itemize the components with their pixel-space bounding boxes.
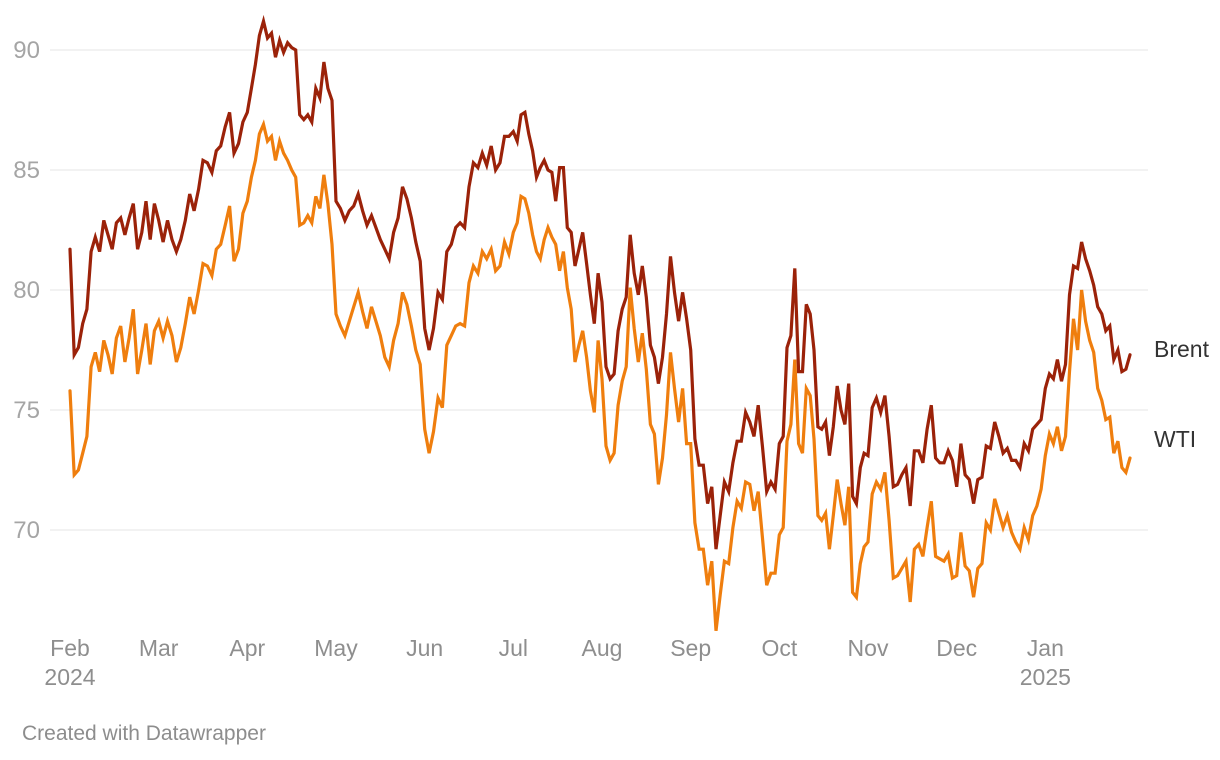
series-lines [68,14,1132,631]
y-tick-80: 80 [13,277,40,304]
y-tick-75: 75 [13,397,40,424]
x-tick-year-start: 2024 [44,664,95,690]
x-tick-dec: Dec [936,635,977,661]
y-tick-70: 70 [13,517,40,544]
chart-canvas: 90 85 80 75 70 Feb 2024 Mar Apr May Jun Jul Aug Sep Oc… [13,14,1210,690]
x-tick-jan: Jan [1027,635,1064,661]
x-tick-mar: Mar [139,635,179,661]
axis-labels: 90 85 80 75 70 Feb 2024 Mar Apr May Jun Jul Aug Sep Oc… [13,37,1071,690]
x-tick-nov: Nov [848,635,889,661]
wti-line [68,119,1132,631]
datawrapper-credit: Created with Datawrapper [22,722,266,745]
x-tick-jun: Jun [406,635,443,661]
y-tick-90: 90 [13,37,40,64]
y-tick-85: 85 [13,157,40,184]
x-tick-apr: Apr [229,635,265,661]
x-tick-aug: Aug [582,635,623,661]
line-chart: 90 85 80 75 70 Feb 2024 Mar Apr May Jun Jul Aug Sep Oc… [13,14,1210,690]
series-label-brent: Brent [1154,336,1210,362]
x-tick-year-end: 2025 [1020,664,1071,690]
x-tick-sep: Sep [670,635,711,661]
x-tick-may: May [314,635,358,661]
brent-line [68,14,1132,550]
x-tick-feb: Feb [50,635,90,661]
x-tick-oct: Oct [761,635,797,661]
x-tick-jul: Jul [499,635,528,661]
series-label-wti: WTI [1154,426,1196,452]
